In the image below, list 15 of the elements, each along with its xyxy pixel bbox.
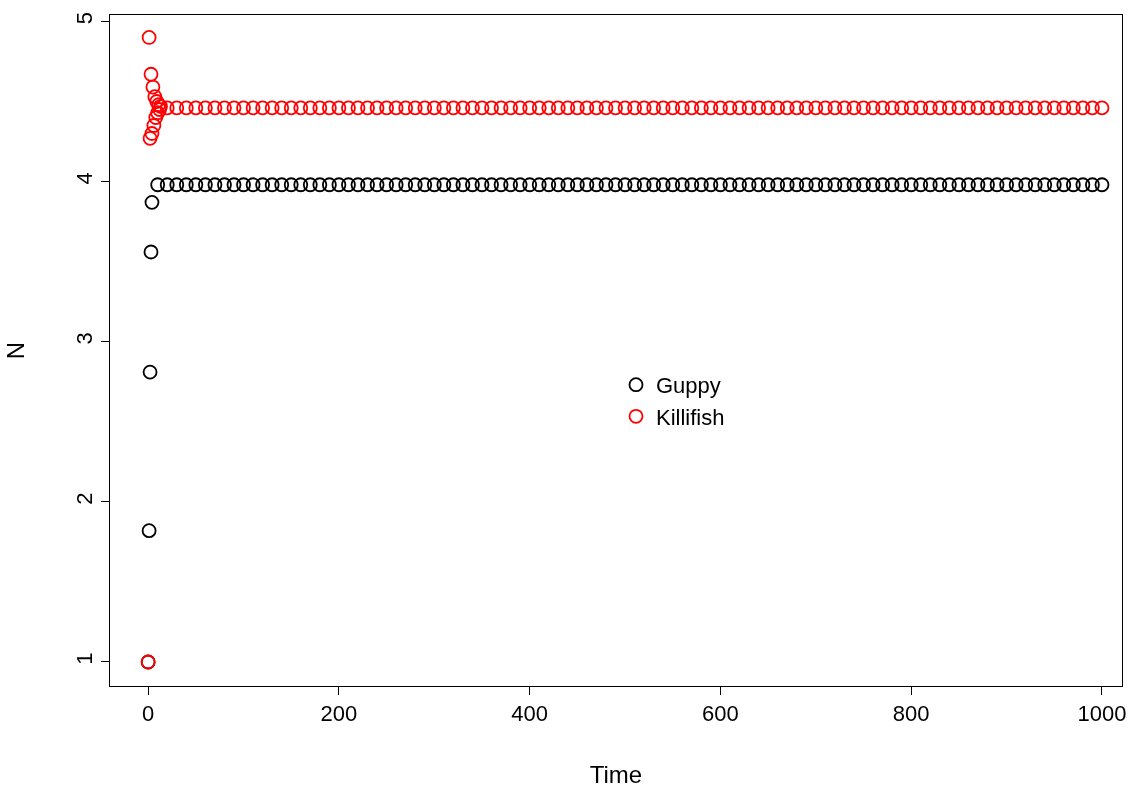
x-tick-label: 800 [892,701,930,727]
y-tick-label: 5 [72,11,98,25]
y-axis-title: N [2,341,30,360]
x-tick-label: 600 [702,701,739,727]
y-tick-label: 4 [72,172,98,185]
x-axis-title: Time [589,760,643,788]
x-tick-label: 400 [511,701,549,727]
y-tick-label: 2 [72,492,98,505]
x-tick-label: 200 [320,701,358,727]
legend-label: Killifish [656,404,725,430]
x-tick-label: 0 [142,701,155,727]
x-tick-label: 1000 [1077,701,1127,727]
legend-label: Guppy [656,373,721,399]
y-tick-label: 1 [72,652,98,665]
y-tick-label: 3 [72,332,98,345]
